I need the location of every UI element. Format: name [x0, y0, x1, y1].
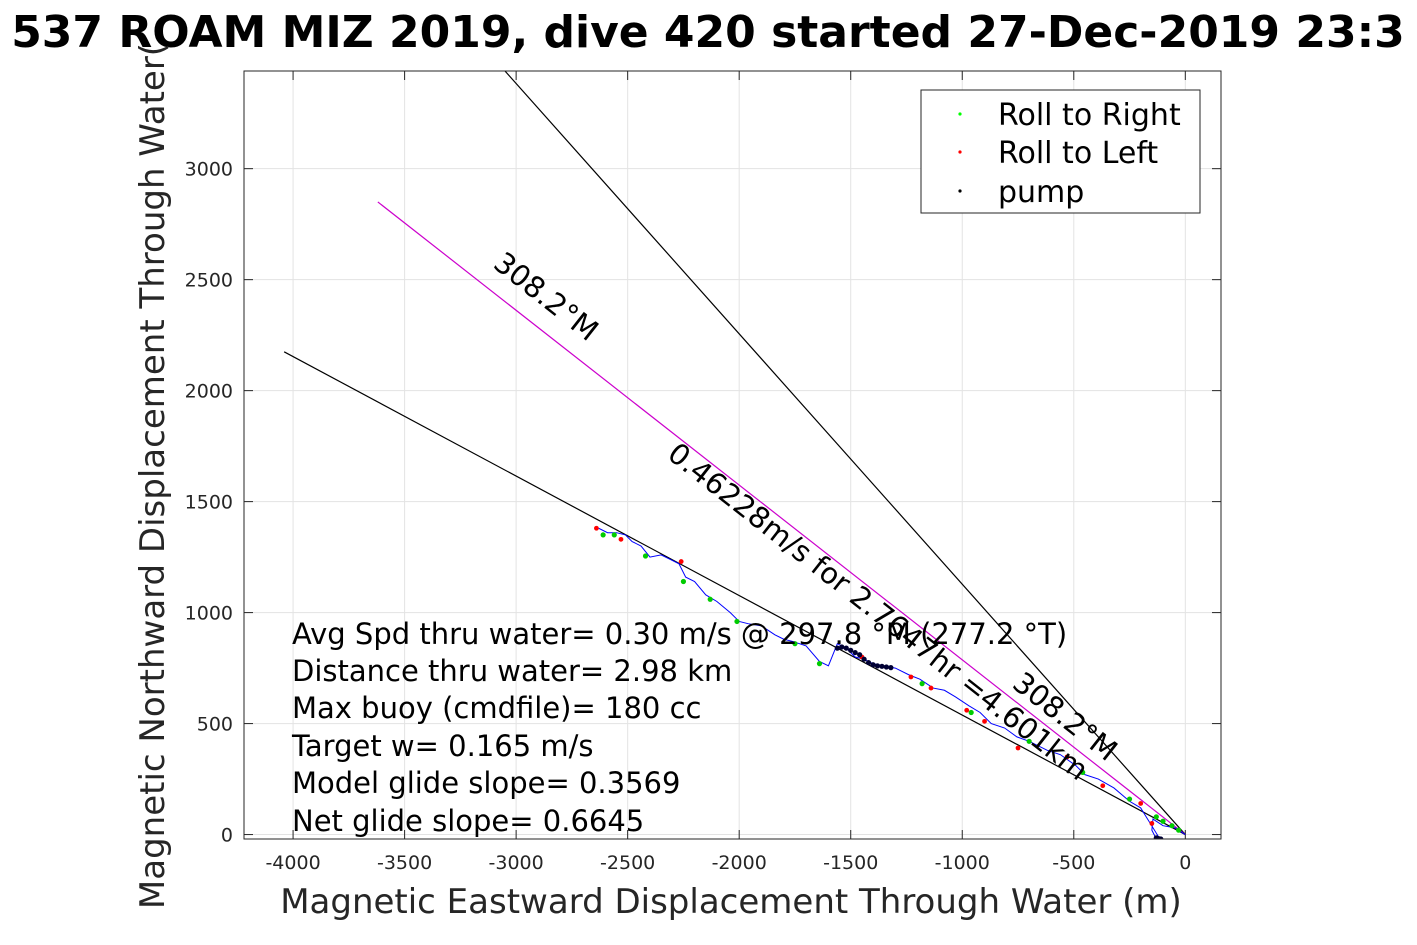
- roll-left-point: [1149, 821, 1155, 826]
- y-tick-label: 500: [197, 714, 233, 736]
- roll-left-point: [982, 718, 987, 724]
- pump-point: [834, 645, 840, 651]
- roll-right-point: [1176, 827, 1182, 833]
- y-ticks: 0 500 1000 1500 2000 2500 3000: [185, 159, 1221, 847]
- legend-label-pump: pump: [998, 175, 1084, 210]
- pump-point: [870, 662, 876, 668]
- legend-label-roll-left: Roll to Left: [998, 136, 1158, 171]
- y-tick-label: 2500: [185, 270, 233, 292]
- roll-left-point: [618, 536, 624, 542]
- roll-right-point: [642, 553, 649, 559]
- plot-frame: [243, 70, 1222, 840]
- pump-point: [874, 663, 881, 669]
- roll-left-point: [1064, 754, 1070, 760]
- pump-point: [861, 656, 867, 662]
- chart-title: 537 ROAM MIZ 2019, dive 420 started 27-D…: [11, 7, 1405, 58]
- roll-right-point: [1080, 769, 1086, 776]
- roll-right-point: [680, 578, 687, 585]
- x-tick-label: 0: [1179, 852, 1191, 874]
- roll-right-point: [919, 681, 925, 687]
- roll-right-point: [1026, 738, 1032, 744]
- stat-distance: Distance thru water= 2.98 km: [292, 654, 732, 688]
- pump-point: [1158, 836, 1164, 839]
- roll-left-point: [594, 525, 599, 531]
- y-tick-label: 0: [221, 825, 233, 847]
- x-tick-label: -2500: [600, 852, 655, 874]
- roll-right-point: [1126, 796, 1133, 802]
- x-tick-label: -4000: [265, 852, 320, 874]
- roll-right-point: [816, 661, 823, 667]
- legend-marker-roll-right: [958, 112, 962, 116]
- roll-right-point: [1160, 818, 1166, 824]
- y-tick-label: 2000: [185, 381, 233, 403]
- legend-label-roll-right: Roll to Right: [998, 98, 1181, 133]
- stat-model-glide-slope: Model glide slope= 0.3569: [292, 766, 680, 800]
- roll-right-point: [968, 709, 974, 716]
- roll-left-point: [964, 707, 970, 713]
- x-tick-label: -3500: [377, 852, 432, 874]
- legend: Roll to Right Roll to Left pump: [920, 89, 1201, 214]
- reference-line-1: [377, 201, 1186, 836]
- roll-left-point: [1100, 783, 1106, 789]
- pump-point: [852, 649, 858, 656]
- stat-target-w: Target w= 0.165 m/s: [291, 729, 594, 763]
- reference-line-2: [283, 351, 1186, 836]
- roll-left-point: [928, 685, 934, 691]
- x-tick-label: -1000: [935, 852, 990, 874]
- roll-left-point: [1015, 745, 1021, 751]
- stat-net-glide-slope: Net glide slope= 0.6645: [292, 804, 644, 838]
- pump-point: [888, 665, 894, 671]
- y-tick-label: 3000: [185, 159, 233, 181]
- x-tick-label: -1500: [823, 852, 878, 874]
- roll-right-point: [600, 532, 606, 538]
- stat-max-buoy: Max buoy (cmdfile)= 180 cc: [292, 691, 701, 725]
- roll-right-point: [734, 618, 740, 625]
- y-tick-label: 1000: [185, 603, 233, 625]
- x-tick-label: -3000: [489, 852, 544, 874]
- legend-marker-roll-left: [958, 150, 962, 154]
- reference-line-0: [504, 71, 1186, 835]
- x-tick-label: -2000: [712, 852, 767, 874]
- roll-right-point: [611, 532, 617, 538]
- legend-marker-pump: [958, 189, 962, 193]
- x-ticks: -4000 -3500 -3000 -2500 -2000 -1500 -1000 -500 0: [265, 71, 1191, 874]
- legend-box: [920, 89, 1201, 214]
- x-axis-label: Magnetic Eastward Displacement Through W…: [280, 882, 1182, 922]
- y-tick-label: 1500: [185, 492, 233, 514]
- roll-left-point: [908, 674, 914, 680]
- stat-avg-speed: Avg Spd thru water= 0.30 m/s @ 297.8 °M …: [292, 617, 1067, 651]
- pump-point: [865, 659, 872, 666]
- y-axis-label: Magnetic Northward Displacement Through …: [133, 43, 173, 909]
- pump-point: [883, 664, 890, 670]
- pump-point: [848, 647, 854, 653]
- roll-left-point: [1138, 801, 1144, 806]
- roll-right-point: [1169, 823, 1175, 829]
- roll-left-point: [678, 559, 684, 564]
- reference-lines: [283, 71, 1186, 836]
- roll-right-point: [707, 596, 713, 602]
- x-tick-label: -500: [1052, 852, 1095, 874]
- roll-right-point: [792, 641, 798, 647]
- stats-annotation: Avg Spd thru water= 0.30 m/s @ 297.8 °M …: [291, 617, 1067, 838]
- pump-point: [843, 645, 849, 651]
- data-points: [594, 525, 1182, 839]
- pump-point: [839, 644, 845, 650]
- pump-point: [857, 652, 863, 658]
- pump-point: [879, 663, 885, 669]
- roll-right-point: [1153, 814, 1159, 820]
